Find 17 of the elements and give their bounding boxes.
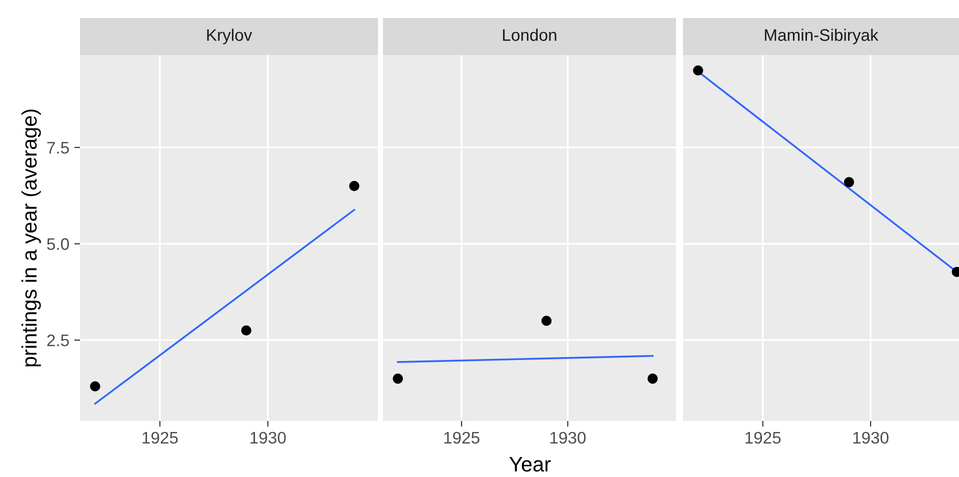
- y-tick-label: 5.0: [47, 238, 69, 250]
- chart-title: London: [503, 28, 556, 41]
- x-tick-label: 1925: [746, 432, 781, 444]
- y-axis-title: printings in a year (average): [21, 110, 41, 366]
- x-tick-label: 1925: [444, 432, 480, 444]
- y-tick-label: 2.5: [47, 334, 69, 346]
- x-tick-label: 1925: [142, 432, 178, 444]
- y-tick-label: 7.5: [47, 142, 69, 154]
- x-tick-label: 1930: [250, 432, 286, 444]
- x-tick-label: 1930: [550, 432, 586, 444]
- chart-title: Krylov: [207, 28, 252, 44]
- point: [241, 325, 252, 336]
- chart-title: Mamin-Sibiryak: [764, 28, 878, 44]
- point: [90, 381, 100, 392]
- x-tick-label: 1930: [853, 432, 888, 444]
- point: [349, 180, 360, 192]
- x-axis-title: Year: [509, 457, 551, 472]
